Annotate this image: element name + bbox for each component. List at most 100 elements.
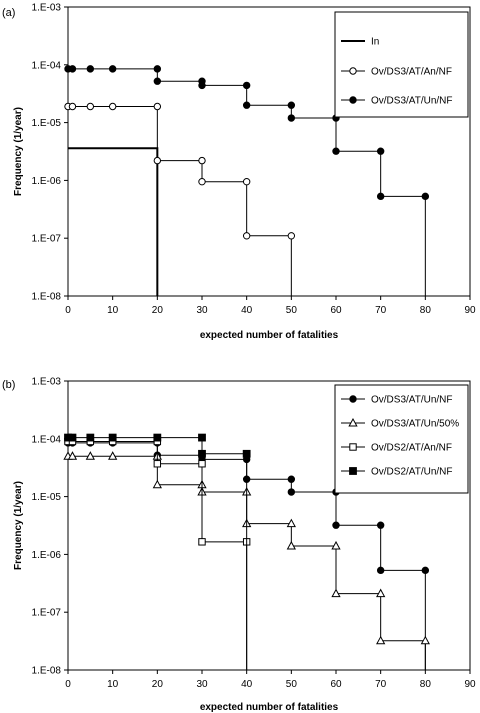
legend-swatch-marker: [348, 417, 358, 427]
legend-label: Ov/DS3/AT/Un/50%: [371, 419, 459, 430]
data-point: [420, 635, 430, 645]
y-tick-label: 1.E-03: [32, 377, 62, 388]
data-point: [376, 521, 385, 529]
data-point: [86, 433, 95, 442]
x-tick-label: 80: [420, 679, 432, 690]
data-point: [286, 540, 296, 550]
x-tick-label: 70: [375, 305, 387, 316]
x-tick-label: 0: [65, 679, 71, 690]
legend-item: Ov/DS3/AT/Un/NF: [341, 96, 453, 107]
x-axis: 0 10 20 30 40 50 60 70 80 90: [65, 670, 476, 690]
y-tick-label: 1.E-04: [32, 60, 62, 71]
x-tick-label: 10: [107, 305, 119, 316]
data-point: [376, 147, 385, 155]
legend-swatch-marker: [349, 395, 357, 403]
data-point: [332, 521, 340, 529]
data-point: [198, 538, 206, 546]
series-line: [68, 147, 159, 296]
data-point: [287, 232, 296, 240]
data-point: [242, 232, 251, 240]
x-tick-label: 30: [196, 305, 208, 316]
legend-swatch-marker: [349, 67, 357, 75]
data-point: [198, 433, 206, 442]
data-point: [332, 147, 340, 155]
legend-swatch-marker: [349, 96, 357, 104]
data-point: [108, 433, 117, 442]
data-point: [376, 635, 386, 645]
data-point: [152, 479, 162, 489]
legend-label: Ov/DS3/AT/Un/NF: [371, 395, 453, 406]
x-tick-label: 50: [286, 305, 298, 316]
legend-label: Ov/DS2/AT/Un/NF: [371, 467, 453, 478]
series-ov-ds3-at-an-nf: [64, 102, 296, 296]
x-tick-label: 50: [286, 679, 298, 690]
legend-label: Ov/DS3/AT/An/NF: [371, 67, 452, 78]
data-point: [242, 101, 251, 109]
data-point: [153, 77, 162, 85]
data-point: [108, 65, 117, 73]
legend-label: Ov/DS2/AT/An/NF: [371, 443, 452, 454]
data-point: [108, 451, 118, 460]
series-in: [68, 147, 159, 296]
legend-swatch-marker: [349, 467, 357, 475]
data-point: [331, 540, 341, 550]
data-point: [153, 65, 162, 73]
x-tick-label: 40: [241, 305, 253, 316]
plot-frame: [67, 6, 471, 297]
data-point: [242, 449, 251, 458]
x-tick-label: 90: [464, 305, 476, 316]
y-tick-label: 1.E-04: [32, 434, 62, 445]
legend-swatch-marker: [349, 443, 357, 451]
data-point: [198, 177, 206, 186]
x-tick-label: 30: [196, 679, 208, 690]
y-axis-label: Frequency (1/year): [13, 107, 24, 196]
series-line: [68, 68, 426, 296]
data-point: [242, 177, 251, 186]
legend-item: Ov/DS2/AT/Un/NF: [341, 467, 453, 478]
chart-panel-a: 1.E-03 1.E-04 1.E-05 1.E-06 1.E-07 1.E-080 10 2…: [2, 3, 476, 342]
x-tick-label: 10: [107, 679, 119, 690]
data-point: [153, 460, 162, 468]
data-point: [68, 65, 77, 73]
data-point: [287, 114, 296, 122]
y-tick-label: 1.E-07: [32, 234, 62, 245]
panel-label: (b): [2, 379, 15, 391]
data-point: [242, 81, 251, 90]
data-point: [287, 475, 296, 483]
data-point: [85, 451, 95, 460]
data-point: [198, 460, 206, 468]
data-point: [198, 449, 206, 458]
data-point: [108, 102, 117, 111]
legend-item: Ov/DS2/AT/An/NF: [341, 443, 452, 454]
x-axis: 0 10 20 30 40 50 60 70 80 90: [65, 296, 476, 316]
legend: In Ov/DS3/AT/An/NF Ov/DS3/AT/Un/NF: [334, 11, 469, 118]
legend-box: [334, 384, 469, 494]
y-tick-label: 1.E-08: [32, 292, 62, 303]
series-ov-ds2-at-un-nf: [64, 433, 251, 670]
y-tick-label: 1.E-06: [32, 176, 62, 187]
data-point: [86, 102, 95, 111]
legend-label: In: [371, 37, 379, 48]
data-point: [153, 433, 162, 442]
legend-item: Ov/DS3/AT/Un/NF: [341, 395, 453, 406]
data-point: [67, 451, 78, 460]
data-point: [376, 566, 385, 575]
data-point: [68, 433, 77, 442]
x-tick-label: 40: [241, 679, 253, 690]
data-point: [421, 566, 430, 575]
panel-label: (a): [2, 7, 15, 19]
data-point: [68, 102, 77, 111]
y-tick-label: 1.E-03: [32, 3, 62, 14]
legend-item: Ov/DS3/AT/An/NF: [341, 67, 452, 78]
x-tick-label: 60: [330, 679, 342, 690]
x-tick-label: 20: [152, 679, 164, 690]
data-point: [376, 192, 385, 201]
data-point: [286, 518, 296, 528]
series-line: [68, 440, 248, 670]
legend-label: Ov/DS3/AT/Un/NF: [371, 96, 453, 107]
x-tick-label: 60: [330, 305, 342, 316]
series-line: [68, 105, 292, 296]
x-tick-label: 20: [152, 305, 164, 316]
y-tick-label: 1.E-08: [32, 666, 62, 677]
